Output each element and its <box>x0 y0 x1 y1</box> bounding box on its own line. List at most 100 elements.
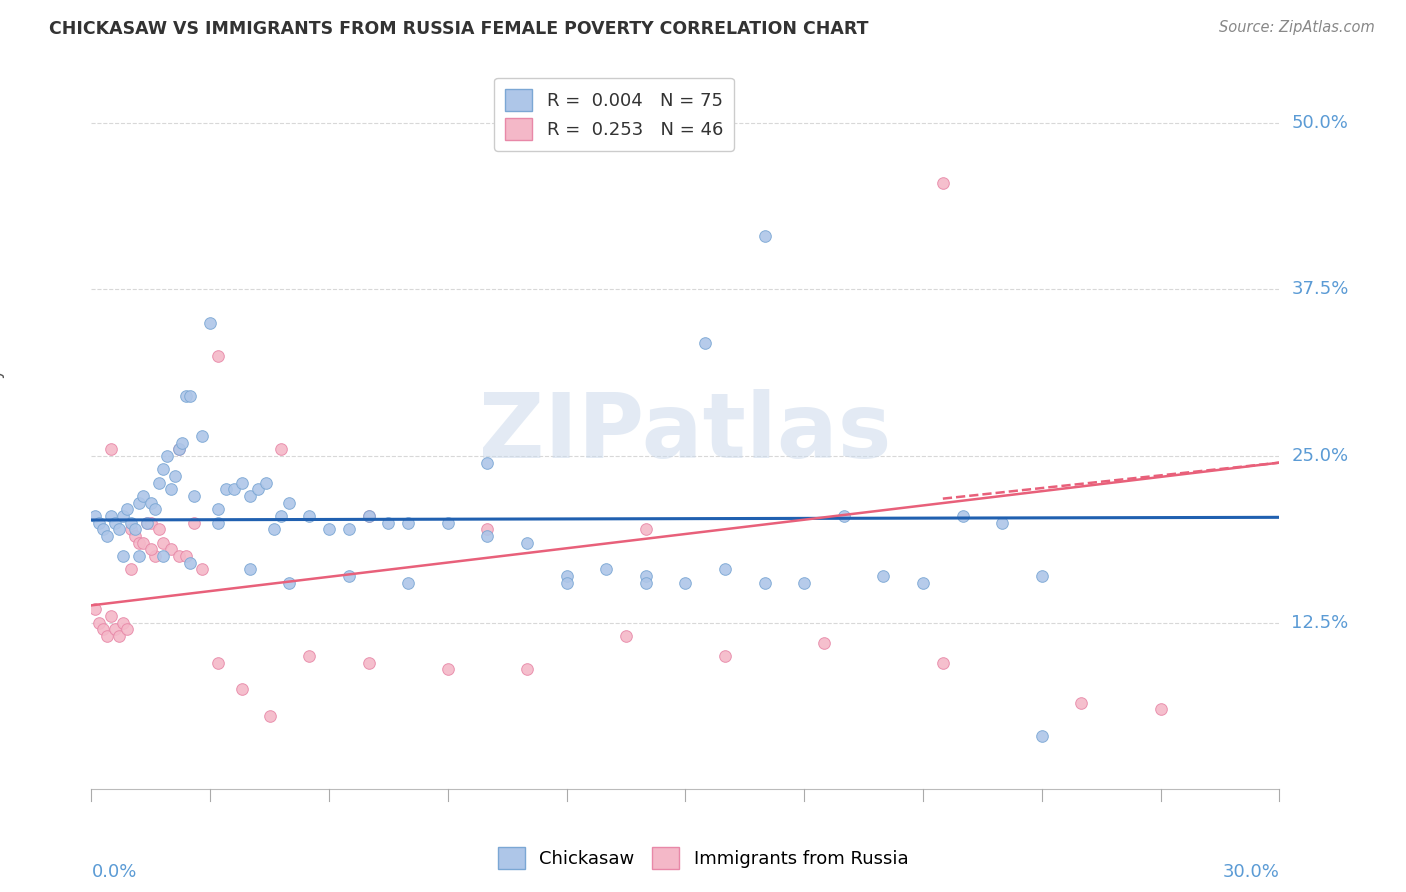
Point <box>104 623 127 637</box>
Point <box>231 475 253 490</box>
Point <box>167 442 190 457</box>
Point <box>135 516 157 530</box>
Point <box>91 522 114 536</box>
Point <box>695 335 717 350</box>
Text: ZIPatlas: ZIPatlas <box>479 389 891 476</box>
Point <box>714 648 737 663</box>
Point <box>477 522 499 536</box>
Point <box>132 535 155 549</box>
Point <box>239 489 262 503</box>
Point <box>1031 569 1053 583</box>
Text: Female Poverty: Female Poverty <box>0 368 6 497</box>
Point <box>159 542 181 557</box>
Point <box>152 462 174 476</box>
Point <box>911 575 934 590</box>
Point <box>278 496 301 510</box>
Point <box>124 529 146 543</box>
Point <box>163 469 186 483</box>
Point <box>396 516 419 530</box>
Point <box>337 569 360 583</box>
Point <box>813 636 835 650</box>
Point <box>207 656 229 670</box>
Point <box>298 648 321 663</box>
Point <box>139 516 162 530</box>
Point <box>215 483 238 497</box>
Point <box>152 549 174 563</box>
Text: 37.5%: 37.5% <box>1291 280 1348 298</box>
Point <box>436 516 458 530</box>
Point <box>207 516 229 530</box>
Point <box>754 228 776 243</box>
Point <box>176 549 198 563</box>
Point <box>112 615 135 630</box>
Point <box>270 508 292 523</box>
Point <box>200 316 222 330</box>
Point <box>84 508 107 523</box>
Point <box>124 522 146 536</box>
Point <box>516 535 538 549</box>
Point <box>872 569 894 583</box>
Point <box>239 562 262 576</box>
Point <box>183 489 205 503</box>
Point <box>179 556 201 570</box>
Point <box>91 623 114 637</box>
Point <box>377 516 399 530</box>
Point <box>120 516 142 530</box>
Text: 0.0%: 0.0% <box>91 863 136 880</box>
Point <box>270 442 292 457</box>
Point <box>555 575 578 590</box>
Text: 12.5%: 12.5% <box>1291 614 1348 632</box>
Point <box>555 569 578 583</box>
Legend: R =  0.004   N = 75, R =  0.253   N = 46: R = 0.004 N = 75, R = 0.253 N = 46 <box>495 78 734 151</box>
Point <box>139 542 162 557</box>
Point <box>932 176 955 190</box>
Point <box>128 496 150 510</box>
Point <box>100 609 122 624</box>
Point <box>115 623 138 637</box>
Point <box>207 349 229 363</box>
Point <box>176 389 198 403</box>
Point <box>104 516 127 530</box>
Point <box>1070 696 1092 710</box>
Point <box>100 442 122 457</box>
Point <box>436 662 458 676</box>
Text: 25.0%: 25.0% <box>1291 447 1348 465</box>
Point <box>991 516 1014 530</box>
Point <box>673 575 696 590</box>
Point <box>318 522 340 536</box>
Point <box>634 569 657 583</box>
Point <box>112 508 135 523</box>
Point <box>156 449 179 463</box>
Point <box>246 483 269 497</box>
Point <box>754 575 776 590</box>
Point <box>128 535 150 549</box>
Point <box>222 483 245 497</box>
Point <box>143 549 166 563</box>
Point <box>793 575 815 590</box>
Point <box>298 508 321 523</box>
Point <box>932 656 955 670</box>
Point <box>191 429 214 443</box>
Point <box>259 709 281 723</box>
Point <box>634 575 657 590</box>
Point <box>952 508 974 523</box>
Point <box>263 522 285 536</box>
Text: 30.0%: 30.0% <box>1223 863 1279 880</box>
Point <box>84 602 107 616</box>
Point <box>100 508 122 523</box>
Point <box>357 508 380 523</box>
Point <box>516 662 538 676</box>
Point <box>148 522 170 536</box>
Point <box>120 522 142 536</box>
Point <box>89 516 111 530</box>
Point <box>714 562 737 576</box>
Point <box>120 562 142 576</box>
Point <box>396 575 419 590</box>
Point <box>112 549 135 563</box>
Point <box>1031 729 1053 743</box>
Point <box>595 562 617 576</box>
Point <box>108 629 131 643</box>
Text: CHICKASAW VS IMMIGRANTS FROM RUSSIA FEMALE POVERTY CORRELATION CHART: CHICKASAW VS IMMIGRANTS FROM RUSSIA FEMA… <box>49 20 869 37</box>
Point <box>254 475 277 490</box>
Point <box>278 575 301 590</box>
